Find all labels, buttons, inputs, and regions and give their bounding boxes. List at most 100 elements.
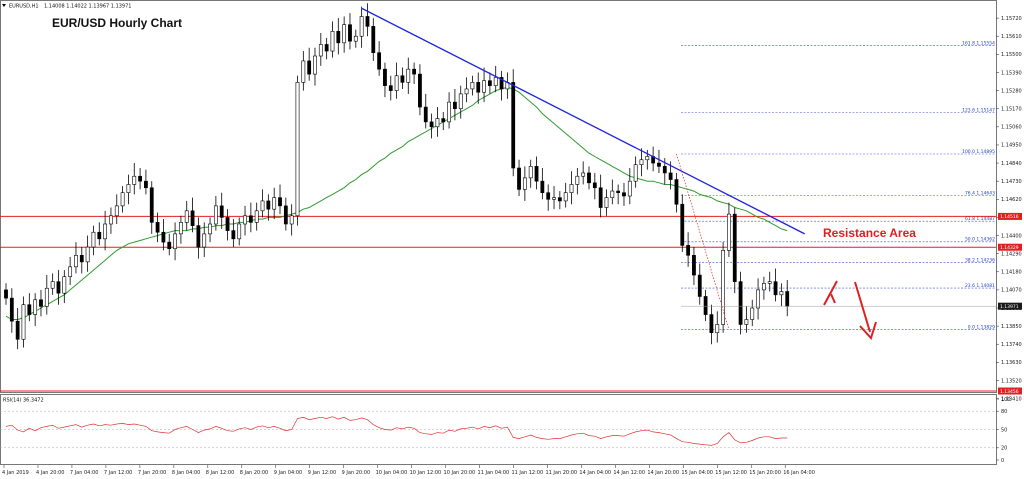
symbol-dropdown-icon[interactable] [2,4,6,7]
candle-body-bear [773,281,778,296]
candle [149,181,154,234]
descending-trendline[interactable] [361,7,806,235]
fib-anchor-line [676,153,730,330]
candle-body-bull [132,175,137,185]
candle-body-bull [493,77,498,86]
candle [604,189,609,216]
candle-body-bull [528,166,533,179]
candle-body-bull [318,44,323,57]
candle-body-bear [511,82,516,169]
candle [190,197,195,233]
candle-body-bull [120,192,125,207]
candle [598,174,603,218]
candle-body-bear [557,197,562,202]
fib-level-label: 76.4 1.14643 [965,190,995,196]
time-tick-label: 14 Jan 04:00 [579,470,611,476]
time-tick-label: 4 Jan 20:00 [36,470,64,476]
candle-body-bear [429,121,434,128]
candle-body-bear [144,180,148,189]
candle-body-bear [348,24,352,42]
candle-body-bear [657,162,661,167]
candle [307,47,312,81]
fib-level-label: 23.6 1.14081 [965,283,995,289]
resistance-upper-tag-label: 1.14516 [1000,214,1019,220]
arrow-head-icon [859,321,877,340]
candle [563,182,568,208]
candle-body-bear [79,254,84,263]
candle-body-bull [44,287,49,307]
time-tick-label: 7 Jan 04:00 [70,470,98,476]
candle [773,268,778,302]
candle-body-bear [365,16,370,27]
price-tick-label: 1.15060 [1001,125,1022,131]
candle [616,184,621,205]
candle [406,57,411,94]
candle [266,194,271,221]
candle [423,93,428,129]
candle-body-bull [715,324,720,334]
fibonacci-levels: 161.8 1.15554 123.6 1.15147 100.0 1.14895 7… [681,40,995,330]
candle-body-bear [662,166,667,174]
trendline[interactable] [361,7,806,235]
candle [429,113,434,139]
candle-body-bear [324,44,329,52]
candle [447,92,451,129]
fibonacci-anchor-line [676,153,730,330]
candle [289,204,294,236]
candle-body-bull [91,231,96,248]
fib-level-label: 161.8 1.15554 [962,40,995,46]
candle-body-bear [732,213,737,282]
rsi-tick-label: 50 [1001,427,1007,433]
candle-body-bull [289,215,294,225]
rsi-axis: 100 80 50 20 0 [0,397,1011,464]
candle [703,289,708,322]
fib-level-label: 123.6 1.15147 [962,107,995,113]
candle [260,189,265,218]
candle-body-bull [575,175,580,185]
candle-body-bull [103,223,108,240]
time-tick-label: 11 Jan 04:00 [478,470,510,476]
candle-body-bear [377,52,382,70]
time-tick-label: 11 Jan 12:00 [511,470,543,476]
candle-body-bull [744,319,749,325]
candle-body-bull [779,291,784,296]
candle [453,88,457,121]
time-tick-label: 7 Jan 20:00 [138,470,166,476]
price-tick-label: 1.15170 [1001,107,1022,113]
candle-body-bull [272,197,277,210]
candle [91,225,96,256]
candle [173,222,177,261]
candle [74,242,78,274]
candle-body-bull [464,88,469,95]
price-tick-label: 1.14180 [1001,270,1022,276]
time-axis: 4 Jan 2019 4 Jan 20:00 7 Jan 04:00 7 Jan 12… [2,465,815,476]
candle [126,174,131,205]
candle [85,235,90,272]
fib-level-label: 38.2 1.14236 [965,257,995,263]
price-tags: 1.14516 1.14329 1.13456 1.13971 [681,212,1022,395]
arrow-down-segment-1 [830,293,836,304]
candle-body-bear [692,254,696,276]
candle [219,192,224,229]
candle [68,256,73,285]
candle-body-bull [50,281,55,289]
candle [592,172,597,200]
candle [114,194,119,224]
fib-level-label: 0.0 1.13829 [968,324,995,330]
candle [581,161,586,185]
candle [767,271,772,292]
candle-body-bear [680,203,685,246]
candle [633,156,638,188]
rsi-polyline [5,416,788,446]
candle-body-bull [237,223,242,240]
candle [557,191,562,210]
candle-body-bear [412,68,417,75]
ohlc-readout: 1.14008 1.14022 1.13967 1.13971 [44,4,131,10]
candle [738,271,743,335]
candle-body-bear [453,101,457,110]
candle-body-bear [9,297,14,322]
fib-level-label: 50.0 1.14362 [965,237,995,243]
candle-body-bull [213,205,218,225]
candle [248,202,253,233]
